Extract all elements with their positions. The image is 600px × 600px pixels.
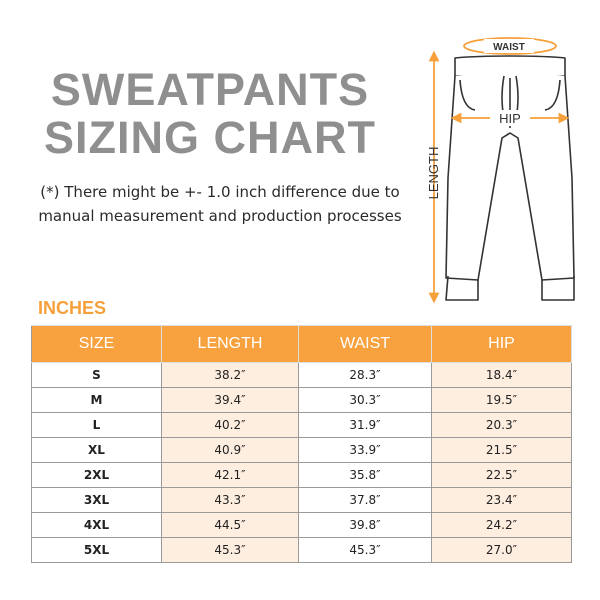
cell-size: 5XL (31, 537, 162, 563)
cell-hip: 18.4″ (431, 362, 572, 388)
cell-waist: 35.8″ (298, 462, 432, 488)
units-label: INCHES (38, 298, 107, 318)
cell-hip: 20.3″ (431, 412, 572, 438)
cell-length: 43.3″ (161, 487, 299, 513)
header-length: LENGTH (161, 325, 299, 363)
cell-size: M (31, 387, 162, 413)
cell-hip: 24.2″ (431, 512, 572, 538)
cell-hip: 19.5″ (431, 387, 572, 413)
cell-waist: 39.8″ (298, 512, 432, 538)
table-row: 3XL 43.3″ 37.8″ 23.4″ (31, 487, 572, 513)
header-hip: HIP (431, 325, 572, 363)
table-header-row: SIZE LENGTH WAIST HIP (31, 325, 572, 363)
cell-length: 45.3″ (161, 537, 299, 563)
cell-size: L (31, 412, 162, 438)
page-title-line2: SIZING CHART (44, 112, 376, 163)
cell-waist: 31.9″ (298, 412, 432, 438)
measurement-note-line1: (*) There might be +- 1.0 inch differenc… (40, 183, 400, 201)
measurement-note-line2: manual measurement and production proces… (38, 207, 402, 225)
table-row: M 39.4″ 30.3″ 19.5″ (31, 387, 572, 413)
table-row: 4XL 44.5″ 39.8″ 24.2″ (31, 512, 572, 538)
waist-label: WAIST (493, 42, 525, 53)
cell-size: S (31, 362, 162, 388)
cell-size: 2XL (31, 462, 162, 488)
table-row: 5XL 45.3″ 45.3″ 27.0″ (31, 537, 572, 563)
cell-waist: 33.9″ (298, 437, 432, 463)
cell-length: 38.2″ (161, 362, 299, 388)
cell-size: 4XL (31, 512, 162, 538)
pants-outline-icon (445, 55, 575, 301)
length-label: LENGTH (426, 147, 441, 200)
hip-label: HIP (499, 111, 521, 126)
cell-hip: 22.5″ (431, 462, 572, 488)
table-row: L 40.2″ 31.9″ 20.3″ (31, 412, 572, 438)
header-waist: WAIST (298, 325, 432, 363)
cell-waist: 45.3″ (298, 537, 432, 563)
cell-hip: 23.4″ (431, 487, 572, 513)
table-row: 2XL 42.1″ 35.8″ 22.5″ (31, 462, 572, 488)
cell-hip: 21.5″ (431, 437, 572, 463)
size-table: SIZE LENGTH WAIST HIP S 38.2″ 28.3″ 18.4… (31, 325, 572, 563)
cell-length: 40.9″ (161, 437, 299, 463)
cell-waist: 28.3″ (298, 362, 432, 388)
cell-size: XL (31, 437, 162, 463)
cell-hip: 27.0″ (431, 537, 572, 563)
cell-length: 42.1″ (161, 462, 299, 488)
cell-length: 44.5″ (161, 512, 299, 538)
measurement-note: (*) There might be +- 1.0 inch differenc… (0, 180, 440, 228)
table-row: S 38.2″ 28.3″ 18.4″ (31, 362, 572, 388)
cell-waist: 37.8″ (298, 487, 432, 513)
cell-length: 39.4″ (161, 387, 299, 413)
cell-length: 40.2″ (161, 412, 299, 438)
cell-size: 3XL (31, 487, 162, 513)
header-size: SIZE (31, 325, 162, 363)
page-title-line1: SWEATPANTS (50, 64, 370, 115)
cell-waist: 30.3″ (298, 387, 432, 413)
table-row: XL 40.9″ 33.9″ 21.5″ (31, 437, 572, 463)
sweatpants-diagram: WAIST HIP LENGTH (426, 37, 575, 304)
